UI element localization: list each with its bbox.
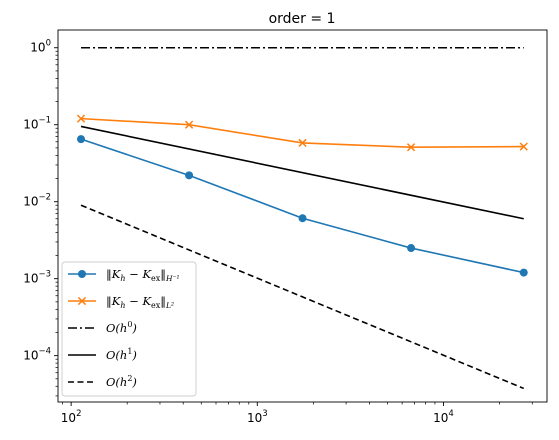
y-tick-label: 10−4 xyxy=(23,347,51,363)
legend-subscript: L² xyxy=(165,301,174,310)
legend-subscript: h xyxy=(120,274,125,283)
y-tick-label: 100 xyxy=(30,39,51,55)
legend-label-o2: O(h2) xyxy=(106,374,137,389)
series-point-l2 xyxy=(519,142,528,151)
legend-text-part: O(h xyxy=(106,375,127,389)
legend-text-part: − K xyxy=(126,294,153,308)
y-tick-label: 10−1 xyxy=(23,116,51,132)
y-tick-base: 10 xyxy=(23,118,38,132)
y-tick-exponent: 0 xyxy=(46,39,51,49)
x-tick-base: 10 xyxy=(433,411,448,425)
series-point-l2 xyxy=(76,114,86,123)
series-point-h-1 xyxy=(407,244,416,253)
y-tick-label: 10−3 xyxy=(23,270,51,286)
legend-text-part: ‖ xyxy=(160,294,166,309)
legend-label-o1: O(h1) xyxy=(106,347,137,362)
legend-superscript: 2 xyxy=(127,374,132,383)
y-tick-base: 10 xyxy=(23,349,38,363)
legend-text-part: − K xyxy=(126,267,153,281)
legend-subscript: h xyxy=(120,301,125,310)
x-tick-exponent: 2 xyxy=(76,409,81,419)
series-line-o2 xyxy=(80,204,525,390)
x-tick-base: 10 xyxy=(247,411,262,425)
series-point-l2 xyxy=(298,138,307,148)
series-layer xyxy=(76,46,528,390)
legend-text-part: ‖K xyxy=(106,294,122,309)
y-tick-base: 10 xyxy=(23,272,38,286)
legend-superscript: 0 xyxy=(127,320,132,329)
x-tick-exponent: 4 xyxy=(448,409,453,419)
legend-marker-h-1 xyxy=(78,270,86,278)
chart-title: order = 1 xyxy=(269,11,336,27)
y-tick-exponent: −4 xyxy=(38,347,51,357)
series-point-h-1 xyxy=(298,214,307,223)
legend-text-part: ) xyxy=(131,348,137,362)
legend-superscript: 1 xyxy=(127,347,132,356)
legend-text-part: ‖ xyxy=(160,267,166,282)
legend-label-o0: O(h0) xyxy=(106,320,137,335)
y-tick-exponent: −2 xyxy=(38,193,51,203)
series-point-h-1 xyxy=(185,171,194,180)
legend-text-part: O(h xyxy=(106,348,127,362)
series-point-l2 xyxy=(406,143,416,152)
legend: ‖Kh − Kex‖H⁻¹‖Kh − Kex‖L²O(h0)O(h1)O(h2) xyxy=(61,261,197,397)
x-tick-exponent: 3 xyxy=(262,409,267,419)
legend-subscript: H⁻¹ xyxy=(165,274,180,283)
legend-text-part: ‖K xyxy=(106,267,122,282)
x-tick-label: 102 xyxy=(61,409,82,425)
legend-text-part: ) xyxy=(131,321,137,335)
y-tick-exponent: −1 xyxy=(38,116,51,126)
legend-text-part: ) xyxy=(131,375,137,389)
x-tick-base: 10 xyxy=(61,411,76,425)
plot-frame xyxy=(57,29,548,403)
legend-text-part: O(h xyxy=(106,321,127,335)
x-tick-label: 104 xyxy=(433,409,454,425)
y-tick-exponent: −3 xyxy=(38,270,51,280)
y-tick-label: 10−2 xyxy=(23,193,51,209)
series-line-o1 xyxy=(80,125,524,220)
y-tick-base: 10 xyxy=(30,41,45,55)
legend-subscript: ex xyxy=(151,274,161,283)
series-point-h-1 xyxy=(77,135,86,144)
legend-label-h-1: ‖Kh − Kex‖H⁻¹ xyxy=(106,267,180,283)
legend-marker-l2 xyxy=(77,296,87,306)
series-point-h-1 xyxy=(519,268,528,277)
legend-frame xyxy=(61,261,197,397)
legend-label-l2: ‖Kh − Kex‖L² xyxy=(106,294,174,310)
legend-subscript: ex xyxy=(151,301,161,310)
y-tick-base: 10 xyxy=(23,195,38,209)
x-tick-label: 103 xyxy=(247,409,268,425)
series-point-l2 xyxy=(184,120,194,129)
